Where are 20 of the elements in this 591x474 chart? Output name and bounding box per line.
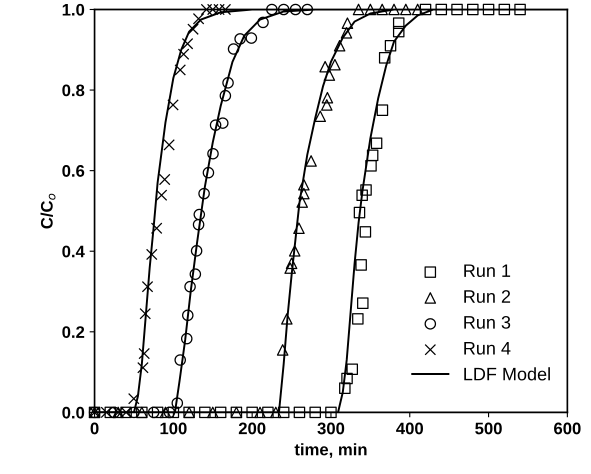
- x-tick-label: 100: [160, 422, 187, 434]
- y-axis-title: C/C$_{o}$: [40, 194, 56, 228]
- x-tick-label: 300: [317, 422, 344, 434]
- y-tick-label: 0.2: [62, 326, 84, 338]
- x-axis-title: time, min: [294, 443, 367, 458]
- y-tick-label: 0.4: [62, 246, 85, 258]
- x-tick-label: 0: [90, 422, 99, 434]
- x-tick-label: 600: [554, 422, 581, 434]
- legend-label: Run 3: [464, 316, 510, 329]
- x-tick-label: 200: [238, 422, 266, 434]
- y-tick-label: 0.6: [62, 165, 84, 177]
- x-tick-label: 400: [396, 422, 423, 434]
- y-tick-label: 1.0: [62, 4, 84, 16]
- legend-label: LDF Model: [464, 367, 550, 380]
- y-tick-label: 0.0: [62, 406, 84, 419]
- x-tick-label: 500: [475, 422, 502, 434]
- y-tick-label: 0.8: [62, 84, 84, 96]
- legend-label: Run 2: [464, 290, 510, 303]
- legend-label: Run 4: [464, 342, 510, 355]
- legend-label: Run 1: [464, 264, 510, 278]
